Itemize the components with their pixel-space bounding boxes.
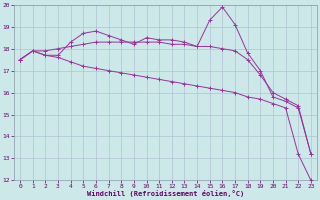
- X-axis label: Windchill (Refroidissement éolien,°C): Windchill (Refroidissement éolien,°C): [87, 190, 244, 197]
